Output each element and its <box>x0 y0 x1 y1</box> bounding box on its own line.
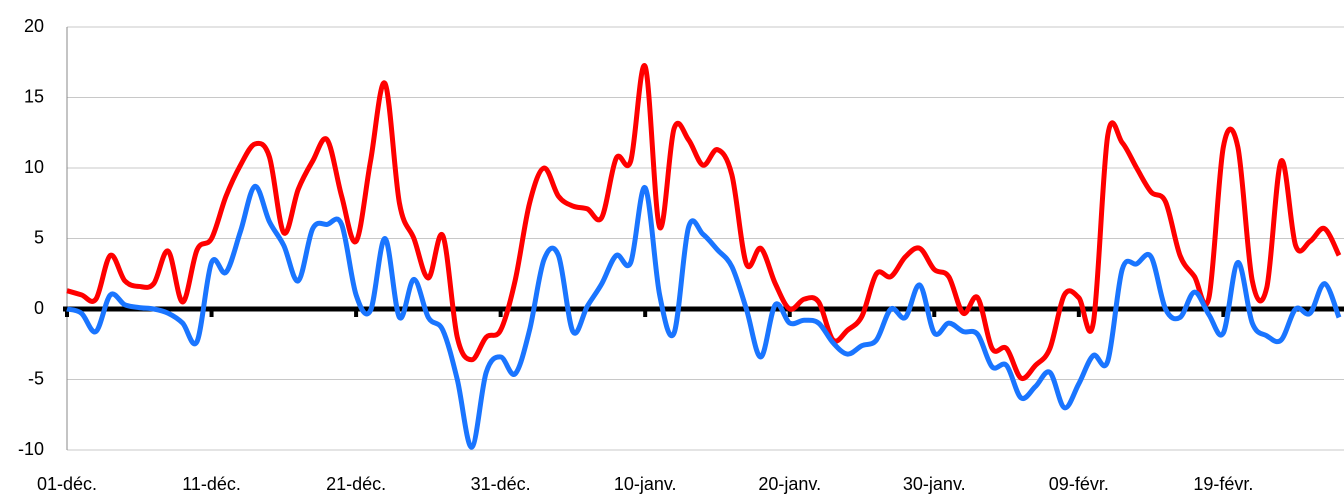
x-tick-label: 09-févr. <box>1049 474 1109 494</box>
x-tick-label: 19-févr. <box>1193 474 1253 494</box>
series-line <box>66 183 1342 450</box>
x-tick-label: 21-déc. <box>326 474 386 494</box>
y-tick-label: -10 <box>18 439 44 459</box>
y-tick-label: 15 <box>24 86 44 106</box>
x-tick-label: 20-janv. <box>758 474 821 494</box>
y-tick-label: -5 <box>28 368 44 388</box>
x-tick-label: 30-janv. <box>903 474 966 494</box>
x-tick-label: 11-déc. <box>182 474 241 494</box>
y-tick-label: 0 <box>34 298 44 318</box>
series-line <box>66 63 1342 381</box>
x-tick-label: 01-déc. <box>37 474 97 494</box>
y-tick-label: 10 <box>24 157 44 177</box>
y-tick-label: 20 <box>24 16 44 36</box>
x-tick-label: 31-déc. <box>471 474 531 494</box>
y-tick-label: 5 <box>34 227 44 247</box>
x-tick-label: 10-janv. <box>614 474 677 494</box>
